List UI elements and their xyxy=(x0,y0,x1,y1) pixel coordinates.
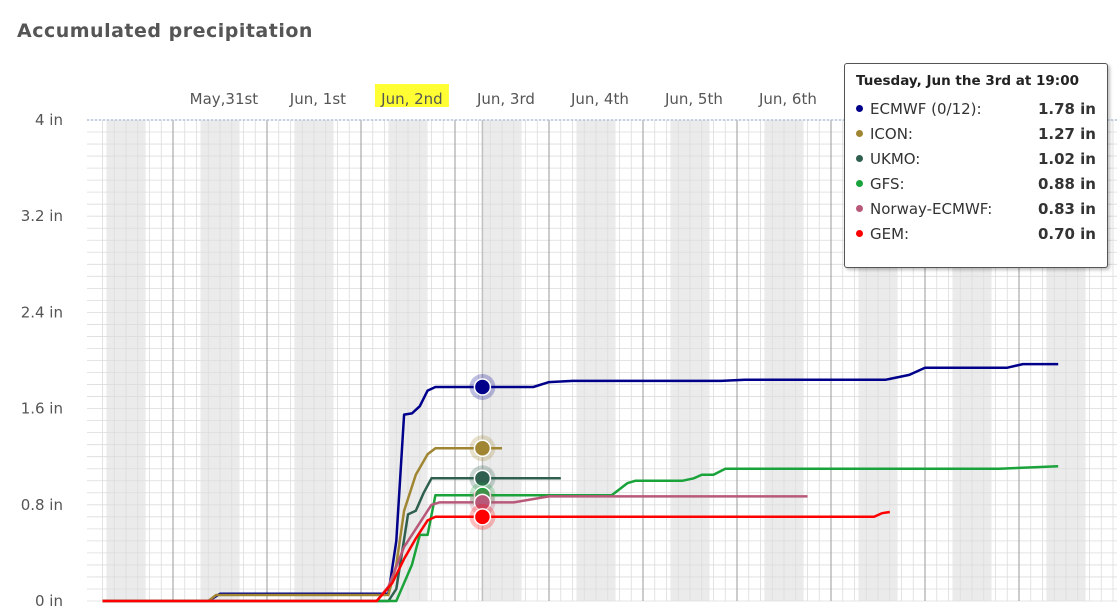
tooltip-series-name: ECMWF (0/12): xyxy=(870,99,982,118)
y-tick-label: 0.8 in xyxy=(21,496,63,514)
tooltip-series-name: GFS: xyxy=(870,174,905,193)
series-dot-icon xyxy=(856,230,863,237)
series-dot-icon xyxy=(856,155,863,162)
series-line-icon[interactable] xyxy=(102,447,503,603)
x-tick-label[interactable]: Jun, 2nd xyxy=(380,90,443,108)
tooltip-series-name: UKMO: xyxy=(870,149,921,168)
x-tick-label[interactable]: Jun, 3rd xyxy=(476,90,535,108)
tooltip-row: GFS: 0.88 in xyxy=(856,171,1096,196)
x-tick-label[interactable]: Jun, 5th xyxy=(664,90,723,108)
tooltip-series-name: ICON: xyxy=(870,124,913,143)
hover-marker-ukmo[interactable] xyxy=(473,469,492,488)
series-line-ecmwf[interactable] xyxy=(102,362,1059,603)
hover-marker-icon[interactable] xyxy=(473,439,492,458)
x-tick-label[interactable]: Jun, 1st xyxy=(289,90,346,108)
date-highlight xyxy=(374,84,449,107)
x-tick-label[interactable]: Jun, 6th xyxy=(758,90,817,108)
series-dot-icon xyxy=(856,130,863,137)
y-tick-label: 2.4 in xyxy=(21,303,63,321)
tooltip-row: GEM: 0.70 in xyxy=(856,221,1096,246)
y-tick-label: 4 in xyxy=(35,111,63,129)
chart-title: Accumulated precipitation xyxy=(17,20,313,42)
series-line-gem[interactable] xyxy=(102,510,890,603)
tooltip-header: Tuesday, Jun the 3rd at 19:00 xyxy=(856,73,1079,89)
hover-marker-ecmwf[interactable] xyxy=(473,378,492,396)
tooltip-series-value: 1.02 in xyxy=(1037,149,1096,168)
tooltip-series-name: GEM: xyxy=(870,224,910,243)
tooltip-series-value: 1.27 in xyxy=(1037,124,1096,143)
hover-marker-gem[interactable] xyxy=(473,508,492,526)
series-line-gfs[interactable] xyxy=(102,465,1059,603)
tooltip-row: UKMO: 1.02 in xyxy=(856,146,1096,171)
hover-tooltip: Tuesday, Jun the 3rd at 19:00 ECMWF (0/1… xyxy=(844,63,1108,268)
series-line-ukmo[interactable] xyxy=(102,477,561,603)
y-tick-label: 0 in xyxy=(35,592,63,610)
tooltip-row: Norway-ECMWF: 0.83 in xyxy=(856,196,1096,221)
y-tick-label: 1.6 in xyxy=(21,400,63,418)
tooltip-series-value: 0.70 in xyxy=(1037,224,1096,243)
tooltip-series-value: 0.88 in xyxy=(1037,174,1096,193)
x-tick-label[interactable]: May,31st xyxy=(190,90,259,108)
tooltip-row: ICON: 1.27 in xyxy=(856,121,1096,146)
tooltip-series-value: 1.78 in xyxy=(1037,99,1096,118)
series-dot-icon xyxy=(856,205,863,212)
tooltip-series-value: 0.83 in xyxy=(1037,199,1096,218)
tooltip-series-name: Norway-ECMWF: xyxy=(870,199,993,218)
y-tick-label: 3.2 in xyxy=(21,207,63,225)
tooltip-row: ECMWF (0/12): 1.78 in xyxy=(856,96,1096,121)
series-dot-icon xyxy=(856,105,863,112)
x-tick-label[interactable]: Jun, 4th xyxy=(570,90,629,108)
series-dot-icon xyxy=(856,180,863,187)
